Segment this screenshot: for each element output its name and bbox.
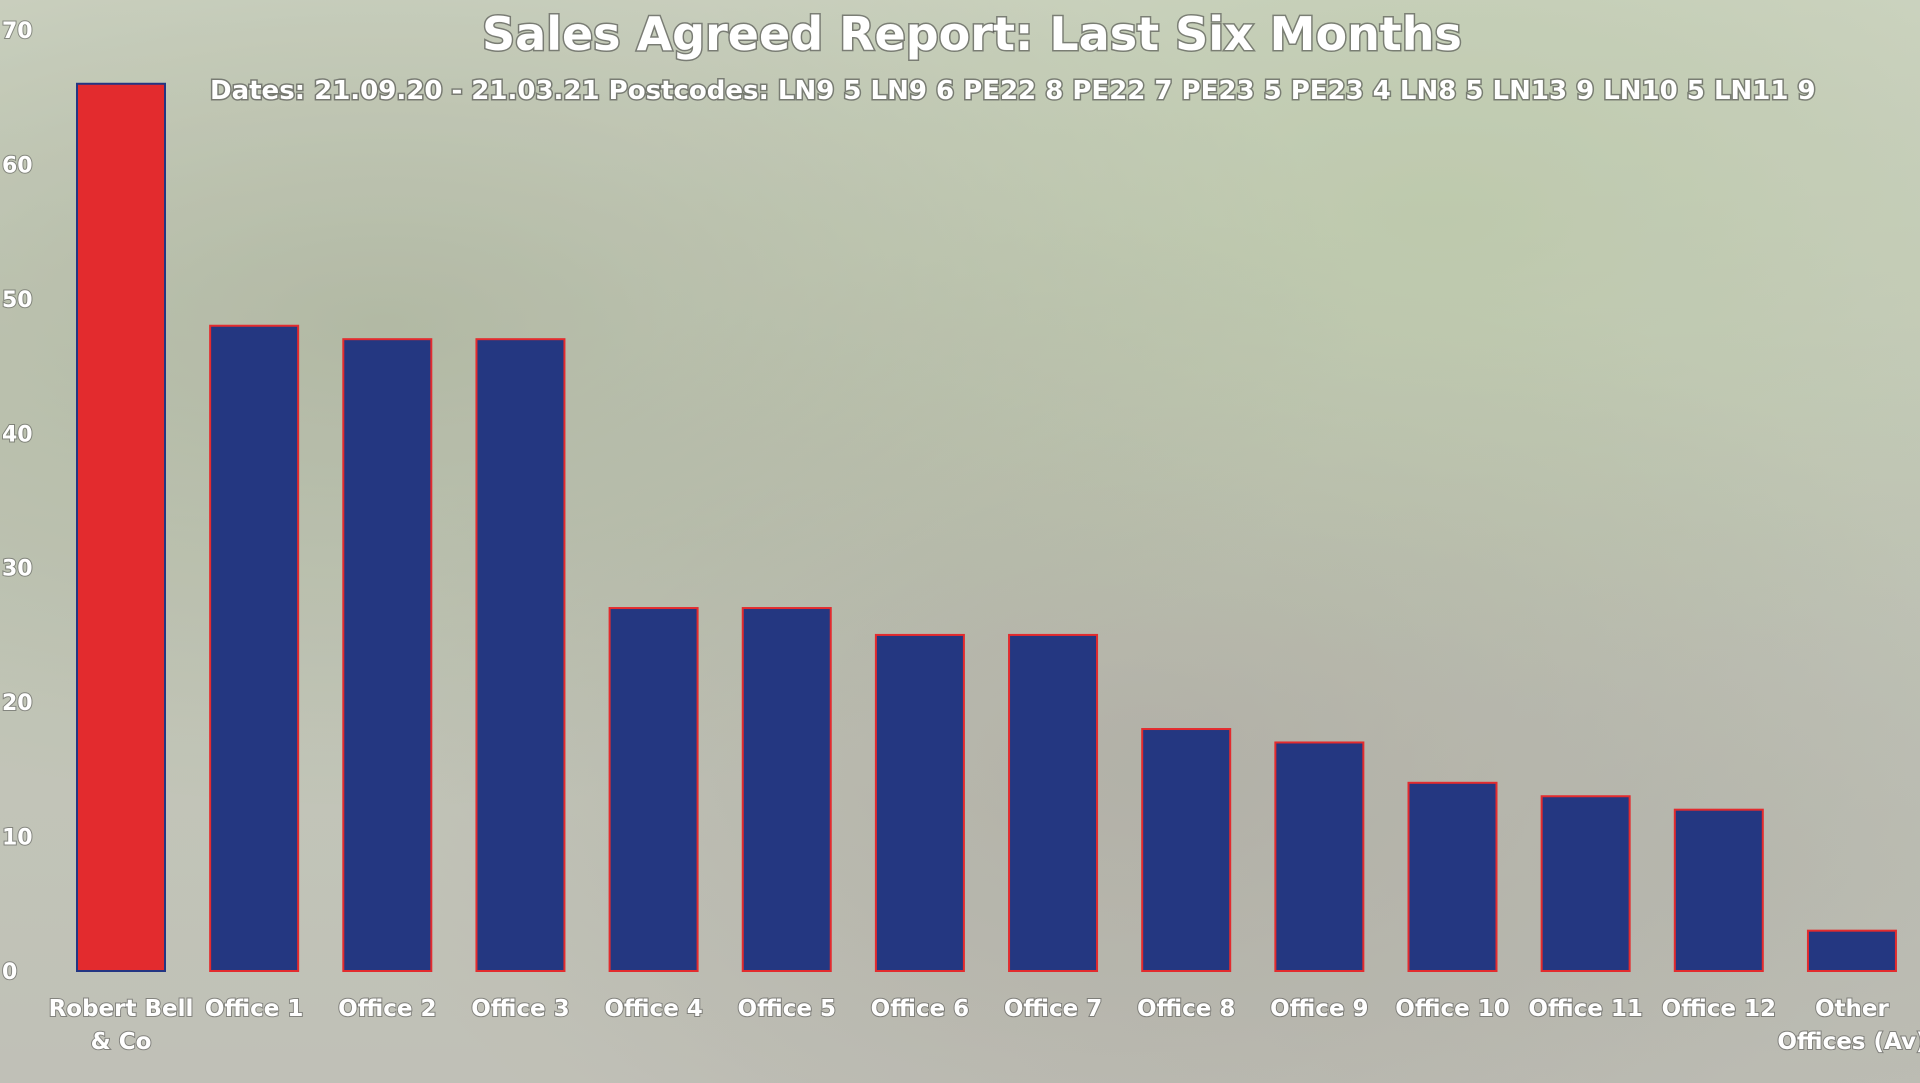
- x-axis: Robert Bell & Co Office 1 Office 2 Office 3 O…: [48, 995, 1920, 1056]
- x-category-label: Office 8: [1137, 996, 1235, 1022]
- bar: [475, 338, 566, 972]
- bar: [1008, 633, 1099, 973]
- chart-subtitle: Dates: 21.09.20 - 21.03.21 Postcodes: LN…: [210, 76, 1816, 106]
- bar: [1806, 929, 1897, 973]
- x-category-label-line: Other: [1815, 996, 1890, 1022]
- bars-group: [76, 82, 1897, 973]
- bar: [741, 607, 832, 972]
- x-category-label-line: Office 9: [1270, 996, 1368, 1022]
- x-category-label-line: Office 6: [871, 996, 969, 1022]
- y-tick-label: 50: [2, 288, 33, 313]
- x-category-label-line: Office 8: [1137, 996, 1235, 1022]
- x-category-label-line: Office 7: [1004, 996, 1102, 1022]
- x-category-label-line: & Co: [91, 1029, 152, 1055]
- y-tick-label: 30: [2, 557, 33, 582]
- y-tick-label: 70: [2, 19, 33, 44]
- x-category-label: Office 3: [471, 996, 569, 1022]
- y-tick-label: 10: [2, 826, 33, 851]
- x-category-label: Other Offices (Av): [1777, 996, 1920, 1055]
- x-category-label-line: Office 5: [738, 996, 836, 1022]
- bar: [1407, 781, 1498, 972]
- chart-title: Sales Agreed Report: Last Six Months: [482, 7, 1462, 61]
- bar: [1673, 808, 1764, 973]
- y-tick-label: 40: [2, 422, 33, 447]
- bar: [874, 633, 965, 973]
- x-category-label-line: Office 4: [604, 996, 702, 1022]
- x-category-label: Robert Bell & Co: [49, 996, 194, 1055]
- x-category-label-line: Office 12: [1662, 996, 1776, 1022]
- y-tick-label: 20: [2, 691, 33, 716]
- bar: [342, 338, 433, 972]
- y-axis: 0 10 20 30 40 50 60 70: [1, 18, 34, 986]
- bar: [1540, 795, 1631, 972]
- x-category-label: Office 9: [1270, 996, 1368, 1022]
- bar: [1141, 728, 1232, 972]
- x-category-label-line: Office 10: [1395, 996, 1509, 1022]
- x-category-label-line: Offices (Av): [1777, 1029, 1920, 1055]
- bar: [1274, 741, 1365, 972]
- bar: [608, 607, 699, 972]
- x-category-label-line: Robert Bell: [49, 996, 194, 1022]
- x-category-label-line: Office 2: [338, 996, 436, 1022]
- bar: [209, 324, 300, 972]
- x-category-label: Office 10: [1395, 996, 1509, 1022]
- x-category-label: Office 7: [1004, 996, 1102, 1022]
- x-category-label-line: Office 3: [471, 996, 569, 1022]
- x-category-label: Office 5: [738, 996, 836, 1022]
- x-category-label: Office 6: [871, 996, 969, 1022]
- x-category-label: Office 4: [604, 996, 702, 1022]
- x-category-label: Office 2: [338, 996, 436, 1022]
- x-category-label: Office 11: [1528, 996, 1642, 1022]
- y-tick-label: 60: [2, 153, 33, 178]
- x-category-label-line: Office 1: [205, 996, 303, 1022]
- x-category-label: Office 1: [205, 996, 303, 1022]
- y-tick-label: 0: [2, 960, 17, 985]
- bar: [76, 82, 166, 973]
- x-category-label-line: Office 11: [1528, 996, 1642, 1022]
- x-category-label: Office 12: [1662, 996, 1776, 1022]
